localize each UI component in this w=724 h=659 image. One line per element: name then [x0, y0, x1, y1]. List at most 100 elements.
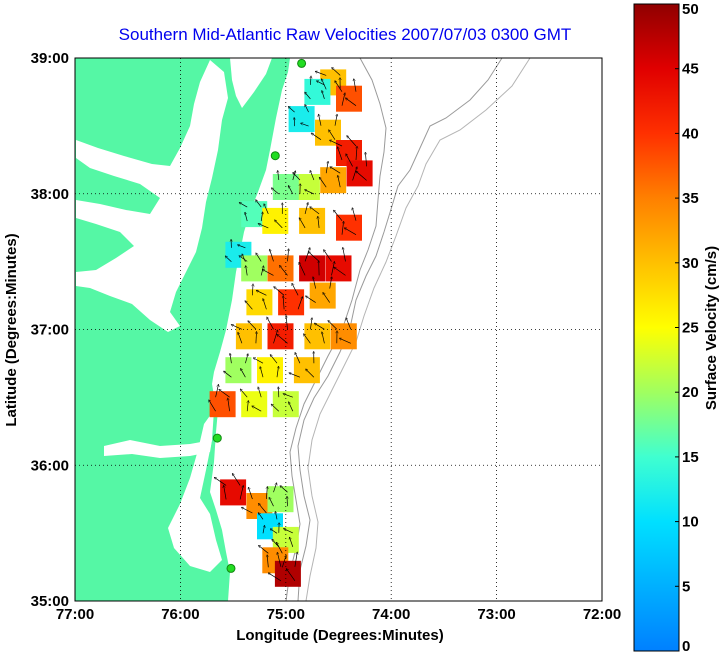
radar-stations — [212, 58, 307, 573]
velocity-arrow — [322, 79, 327, 90]
velocity-arrow — [228, 398, 230, 412]
velocity-arrow — [242, 254, 246, 262]
velocity-cell — [299, 207, 326, 234]
velocity-arrow — [280, 266, 288, 276]
velocity-arrow — [273, 483, 277, 493]
velocity-arrow — [233, 474, 241, 486]
velocity-arrow — [315, 323, 325, 330]
velocity-cell — [220, 479, 247, 506]
velocity-arrow — [356, 147, 357, 161]
velocity-arrow — [242, 508, 253, 514]
velocity-arrow — [301, 123, 309, 127]
velocity-arrow — [310, 207, 320, 215]
velocity-arrow — [334, 210, 343, 221]
velocity-arrow — [283, 296, 284, 310]
velocity-arrow — [310, 171, 315, 181]
velocity-arrow — [278, 171, 279, 181]
velocity-arrow — [305, 190, 315, 195]
velocity-arrow — [289, 186, 294, 195]
velocity-arrow — [252, 406, 262, 412]
velocity-arrow — [239, 486, 243, 500]
velocity-arrow — [288, 249, 289, 262]
colorbar-tick-labels: 0 5 10 15 20 25 30 35 40 45 50 — [675, 1, 699, 655]
velocity-arrow — [226, 256, 232, 263]
velocity-arrow — [306, 369, 315, 378]
velocity-arrow — [263, 270, 274, 276]
velocity-arrow — [304, 334, 311, 344]
colorbar-label: Surface Velocity (cm/s) — [703, 246, 720, 410]
velocity-arrow — [241, 369, 246, 378]
velocity-cell — [241, 255, 268, 282]
velocity-cell — [267, 323, 294, 350]
velocity-arrow — [330, 140, 343, 147]
velocity-arrow — [241, 389, 248, 398]
velocity-arrow — [238, 245, 246, 249]
velocity-arrow — [272, 540, 280, 548]
velocity-arrow — [254, 358, 264, 364]
velocity-arrow — [289, 402, 294, 412]
velocity-arrow — [270, 355, 278, 364]
velocity-cell — [225, 357, 252, 384]
velocity-cell — [336, 85, 362, 112]
velocity-arrow — [341, 222, 344, 235]
velocity-arrow — [304, 203, 308, 214]
velocity-arrow — [246, 266, 248, 276]
colorbar-tick-label: 20 — [682, 384, 699, 401]
velocity-arrow — [270, 250, 274, 262]
colorbar-tick-label: 10 — [682, 514, 699, 531]
plot-frame — [74, 57, 603, 602]
land-mass — [75, 58, 290, 601]
velocity-cell — [309, 282, 336, 309]
y-tick-labels: 39:00 38:00 37:00 36:00 35:00 — [31, 50, 69, 610]
velocity-arrow — [273, 330, 278, 344]
chesapeake-bay — [76, 60, 228, 332]
velocity-arrow — [259, 504, 267, 514]
velocity-arrow — [263, 299, 267, 310]
velocity-arrow — [338, 176, 341, 188]
x-tick-label: 76:00 — [161, 606, 199, 623]
velocity-arrow — [230, 354, 232, 364]
velocity-arrow — [346, 318, 352, 330]
velocity-arrow — [264, 204, 269, 215]
velocity-arrow — [286, 316, 288, 330]
velocity-arrow — [329, 130, 336, 140]
velocity-arrow — [290, 538, 294, 548]
velocity-arrow — [310, 76, 311, 85]
velocity-arrow — [262, 526, 265, 534]
velocity-arrow — [215, 385, 219, 398]
y-tick-label: 39:00 — [31, 50, 69, 67]
velocity-arrow — [281, 556, 286, 568]
velocity-arrow — [310, 318, 312, 330]
velocity-cell — [299, 255, 326, 282]
velocity-arrow — [347, 136, 357, 147]
velocity-arrow — [324, 250, 332, 262]
velocity-arrow — [259, 546, 269, 554]
mid-contour — [305, 58, 531, 601]
velocity-arrow — [267, 317, 274, 330]
x-tick-label: 77:00 — [56, 606, 94, 623]
velocity-cell — [304, 78, 331, 105]
velocity-arrow — [280, 486, 288, 493]
velocity-arrow — [272, 188, 280, 195]
velocity-arrow — [289, 373, 301, 378]
velocity-arrow — [309, 252, 320, 262]
velocity-vectors — [209, 68, 367, 582]
velocity-arrow — [356, 171, 367, 181]
velocity-arrow — [238, 333, 243, 344]
velocity-cell — [246, 289, 273, 316]
velocity-arrow — [338, 147, 343, 161]
velocity-arrow — [345, 228, 357, 236]
velocity-arrow — [245, 213, 248, 222]
velocity-arrow — [259, 513, 264, 520]
velocity-arrow — [330, 167, 341, 174]
velocity-arrow — [260, 212, 262, 222]
velocity-arrow — [258, 387, 262, 398]
velocity-arrow — [304, 248, 310, 262]
velocity-arrow — [306, 296, 316, 303]
colorbar-tick-label: 40 — [682, 125, 699, 142]
velocity-arrow — [271, 529, 278, 534]
velocity-arrow — [329, 277, 332, 289]
y-tick-label: 36:00 — [31, 457, 69, 474]
velocity-arrow — [305, 92, 311, 100]
